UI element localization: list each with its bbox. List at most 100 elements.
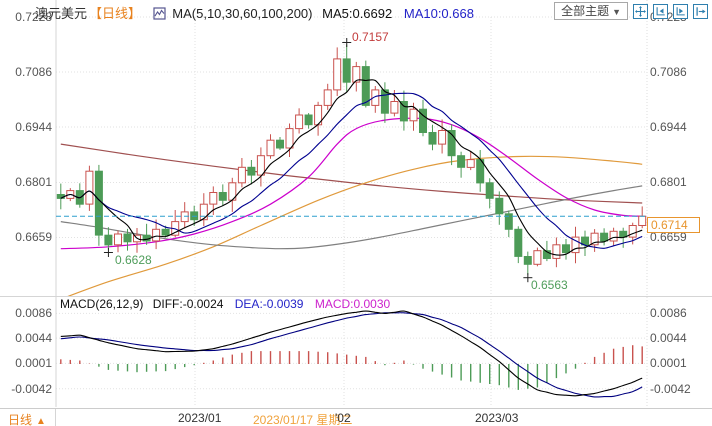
chart-plot-area[interactable] [0, 0, 712, 407]
exit-right-icon[interactable] [693, 3, 708, 19]
macd-value: MACD:0.0030 [314, 297, 391, 311]
x-axis-label: 2023/03 [475, 411, 519, 425]
candle [600, 228, 609, 246]
candle [380, 82, 389, 123]
y-axis-right: 0.7228 0.7086 0.6944 0.6801 0.6659 0.0086 0.00… [650, 0, 712, 407]
chart-toolbar: 全部主题 ▼ [554, 2, 708, 20]
extreme-marker-icon [523, 273, 533, 283]
y-axis-label: 0.0001 [15, 356, 52, 370]
candle [123, 228, 132, 251]
overlays [56, 38, 647, 283]
candle [542, 240, 551, 262]
y-axis-label: 0.7086 [15, 65, 52, 79]
candle [638, 206, 647, 229]
ma10-value: MA10:0.668 [403, 6, 474, 21]
candle [85, 165, 94, 211]
candle [228, 177, 237, 212]
candle [218, 184, 227, 207]
candle [504, 210, 513, 238]
candle [495, 191, 504, 225]
diff-line [60, 310, 643, 397]
candle [104, 227, 113, 250]
diff-value: DIFF:-0.0024 [152, 297, 224, 311]
chevron-down-icon: ▼ [612, 7, 621, 17]
y-axis-label: 0.6801 [15, 175, 52, 189]
candle [581, 230, 589, 256]
candle [247, 160, 256, 185]
y-axis-label: -0.0042 [650, 382, 691, 396]
ma200-line [60, 143, 643, 204]
candle [609, 227, 618, 247]
ma10-line [60, 92, 643, 249]
y-axis-label: 0.7228 [15, 10, 52, 24]
macd-pane [60, 310, 643, 398]
themes-dropdown[interactable]: 全部主题 ▼ [554, 2, 628, 20]
candle [256, 147, 265, 187]
candle [419, 99, 427, 137]
themes-dropdown-label: 全部主题 [561, 4, 610, 18]
axis-fit-left-icon[interactable] [653, 3, 668, 19]
candle [342, 44, 351, 92]
y-axis-label: 0.0086 [650, 306, 687, 320]
candle [142, 223, 151, 245]
candle [199, 193, 208, 227]
extreme-marker-icon [103, 248, 113, 257]
ma5-value: MA5:0.6692 [322, 6, 393, 21]
candle [314, 101, 323, 136]
last-price-badge: 0.6714 [647, 217, 700, 233]
time-axis-bar: 日线 ▲ 2023/01 2023/01/17 星期二 '02 2023/03 [0, 408, 712, 426]
extreme-marker-icon [342, 38, 352, 48]
macd-params-label: MACD(26,12,9) [60, 297, 144, 311]
candle [533, 247, 542, 267]
candle [237, 158, 246, 188]
candle [514, 226, 523, 264]
divider [55, 409, 56, 426]
candle [56, 183, 65, 210]
line-chart-icon [153, 7, 166, 23]
y-axis-label: 0.0001 [650, 356, 687, 370]
candle [571, 226, 580, 264]
macd-header: MACD(26,12,9) DIFF:-0.0024 DEA:-0.0039 M… [60, 297, 390, 311]
candle [333, 47, 342, 96]
candle [180, 202, 189, 229]
ma5-line [60, 79, 643, 256]
y-axis-label: 0.6659 [15, 230, 52, 244]
candle [399, 90, 408, 131]
gridlines [0, 0, 712, 407]
crosshair-date-label: 2023/01/17 星期二 [253, 413, 353, 426]
candle [295, 108, 304, 134]
pan-crosshair-icon[interactable] [633, 3, 648, 19]
y-axis-label: 0.0044 [15, 331, 52, 345]
ma-params-label: MA(5,10,30,60,100,200) [172, 6, 313, 21]
candle [304, 113, 313, 129]
candle [352, 61, 361, 92]
low2-annotation: 0.6563 [531, 278, 568, 292]
candlestick-pane [56, 44, 647, 296]
candle [152, 219, 161, 250]
candle [75, 183, 84, 208]
candle [428, 124, 437, 151]
triangle-up-icon: ▲ [36, 416, 46, 426]
candle [133, 228, 141, 253]
axis-play-right-icon[interactable] [673, 3, 688, 19]
period-tag: 【日线】 [89, 6, 142, 21]
y-axis-label: 0.6944 [650, 120, 687, 134]
candle [361, 60, 370, 108]
period-selector[interactable]: 日线 ▲ [8, 411, 46, 426]
y-axis-label: -0.0042 [11, 382, 52, 396]
dea-line [60, 312, 643, 398]
candle [457, 151, 466, 178]
candle [323, 83, 332, 110]
candle [466, 150, 475, 171]
candle [276, 137, 284, 150]
candle [371, 86, 380, 113]
candle [485, 178, 494, 209]
candle [266, 134, 275, 159]
ma30-line [60, 117, 643, 250]
ma60-line [60, 185, 643, 250]
candle [209, 186, 218, 215]
y-axis-label: 0.6944 [15, 120, 52, 134]
candle [94, 164, 103, 246]
chart-header: 澳元美元 【日线】 MA(5,10,30,60,100,200) MA5:0.66… [35, 3, 474, 23]
